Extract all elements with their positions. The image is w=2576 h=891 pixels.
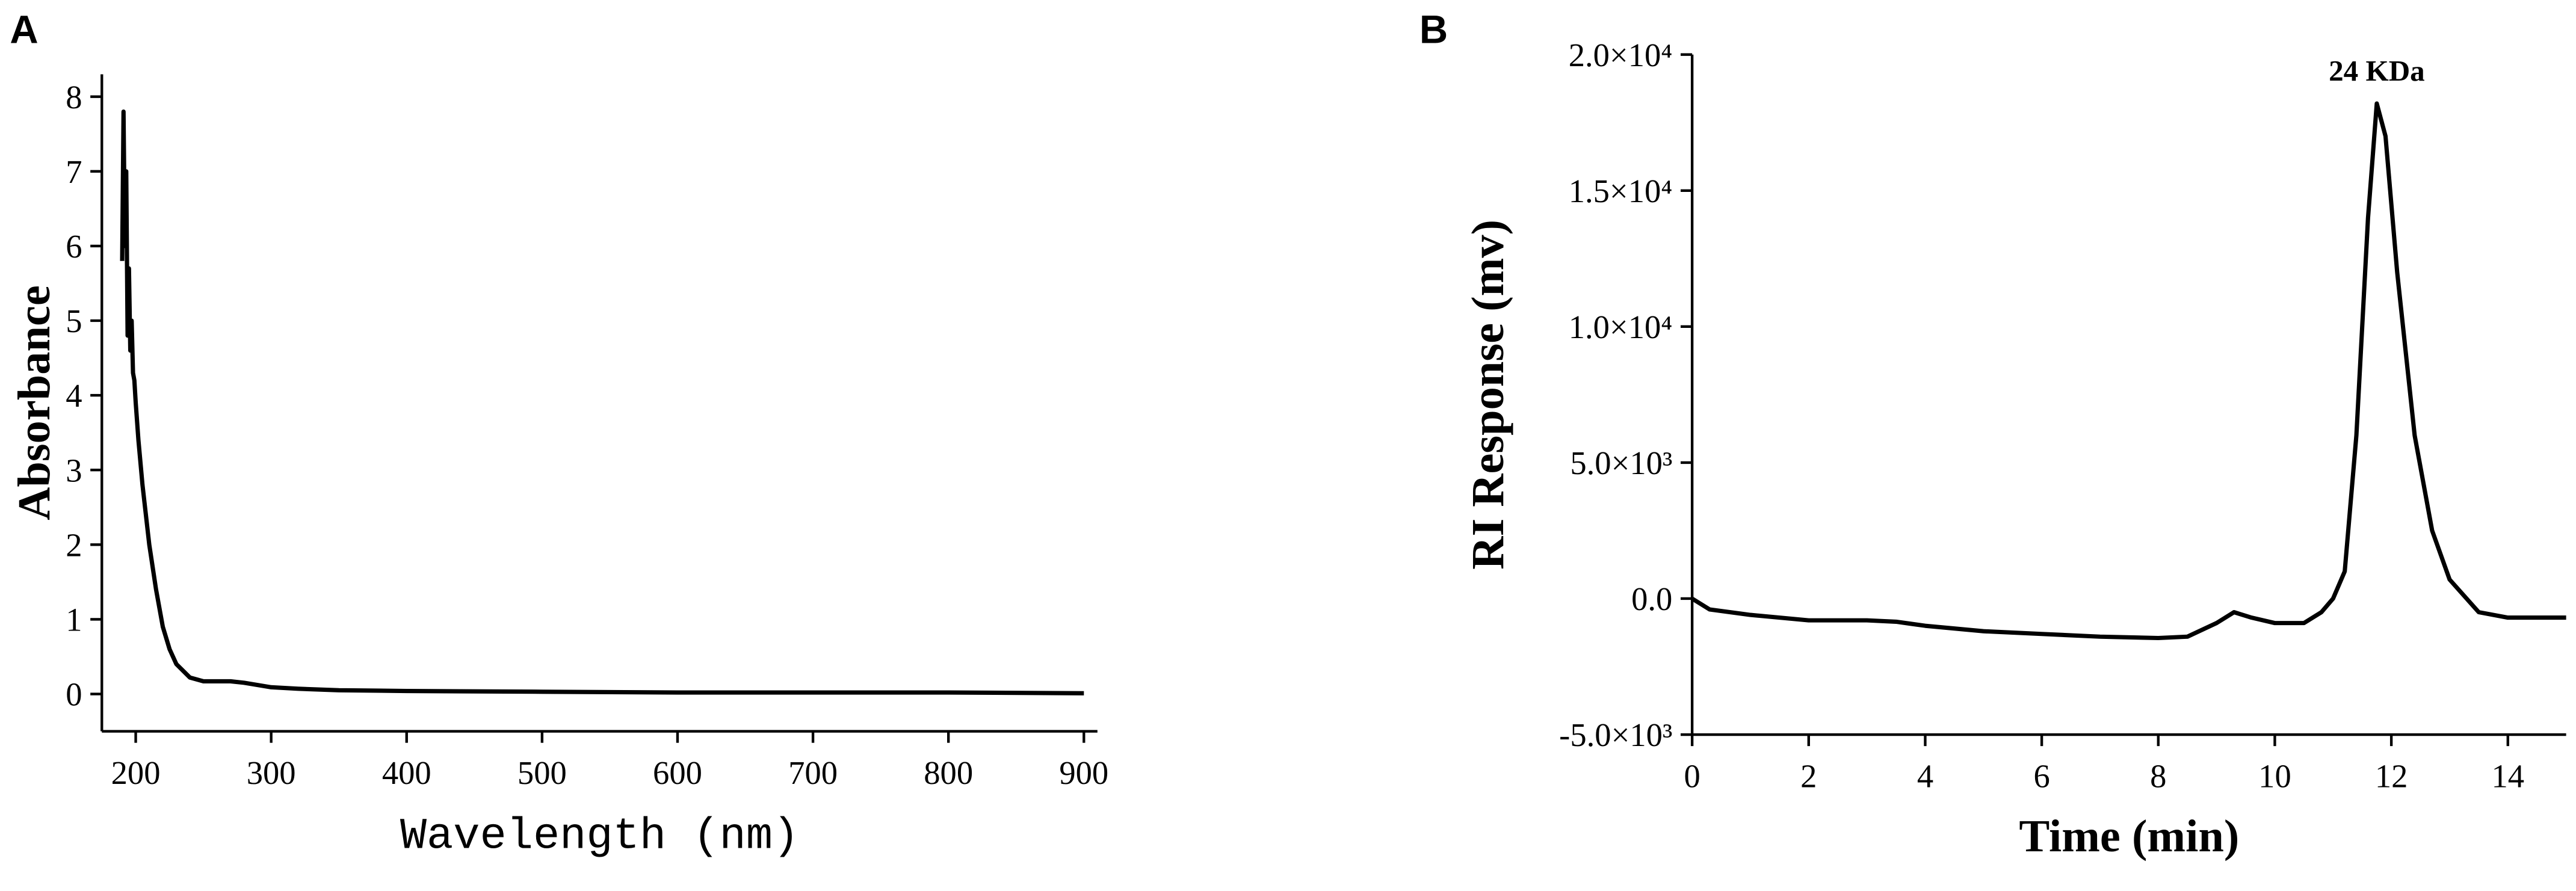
x-axis-label: Wavelength (nm): [400, 812, 799, 862]
x-tick-label: 900: [1059, 754, 1108, 791]
y-tick-label: 3: [66, 452, 82, 489]
data-line: [1691, 101, 2566, 641]
y-tick-label: 1.5×10⁴: [1569, 173, 1673, 209]
y-tick-label: 1.0×10⁴: [1569, 309, 1673, 345]
y-tick-label: 5: [66, 303, 82, 339]
y-tick-label: 5.0×10³: [1570, 445, 1672, 481]
x-tick-label: 2: [1800, 757, 1817, 794]
y-tick-label: 6: [66, 228, 82, 265]
x-tick-label: 200: [111, 754, 161, 791]
x-tick-label: 4: [1917, 757, 1933, 794]
y-tick-label: 2: [66, 526, 82, 563]
x-tick-label: 0: [1684, 757, 1700, 794]
y-tick-label: -5.0×10³: [1559, 717, 1672, 753]
y-tick-label: 4: [66, 377, 82, 414]
annotation: 24 KDa: [2329, 54, 2425, 87]
panel-label: B: [1419, 8, 1448, 52]
x-tick-label: 400: [382, 754, 431, 791]
x-tick-label: 10: [2258, 757, 2291, 794]
data-line: [120, 109, 1084, 695]
y-tick-label: 2.0×10⁴: [1569, 37, 1673, 73]
y-axis-label: Absorbance: [8, 285, 60, 520]
x-tick-label: 300: [247, 754, 296, 791]
x-tick-label: 500: [517, 754, 567, 791]
x-tick-label: 700: [788, 754, 838, 791]
x-tick-label: 8: [2150, 757, 2166, 794]
y-tick-label: 0.0: [1631, 581, 1672, 617]
x-tick-label: 12: [2375, 757, 2408, 794]
x-axis-label: Time (min): [2019, 810, 2239, 862]
x-tick-label: 14: [2491, 757, 2524, 794]
panel-label: A: [10, 8, 38, 52]
x-tick-label: 800: [924, 754, 973, 791]
x-tick-label: 600: [653, 754, 702, 791]
x-tick-label: 6: [2033, 757, 2049, 794]
y-tick-label: 8: [66, 79, 82, 116]
y-axis-label: RI Response (mv): [1462, 220, 1513, 570]
y-tick-label: 7: [66, 153, 82, 190]
y-tick-label: 0: [66, 676, 82, 713]
y-tick-label: 1: [66, 602, 82, 638]
